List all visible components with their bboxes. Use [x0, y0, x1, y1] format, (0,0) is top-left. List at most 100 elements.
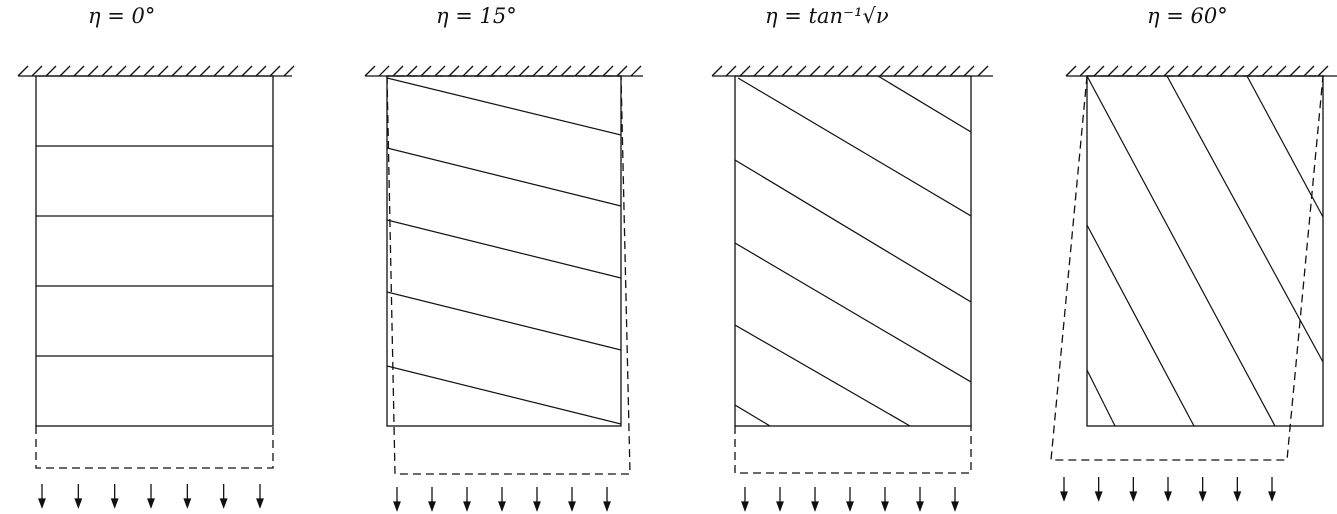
hatch-mark: [796, 66, 806, 76]
hatch-mark: [561, 66, 571, 76]
load-arrow-head: [1061, 492, 1067, 500]
hatch-mark: [463, 66, 473, 76]
hatch-mark: [449, 66, 459, 76]
hatch-mark: [1066, 66, 1076, 76]
fiber-lines-1: [387, 78, 621, 424]
load-arrow-head: [569, 502, 575, 510]
hatch-mark: [838, 66, 848, 76]
fiber-line: [1087, 370, 1115, 426]
load-arrow-head: [812, 502, 818, 510]
hatch-mark: [130, 66, 140, 76]
panel-1: [365, 66, 643, 510]
hatch-mark: [144, 66, 154, 76]
hatch-mark: [754, 66, 764, 76]
hatch-mark: [88, 66, 98, 76]
load-arrow-head: [1269, 492, 1275, 500]
load-arrow-head: [39, 499, 45, 507]
hatch-mark: [1178, 66, 1188, 76]
hatch-mark: [60, 66, 70, 76]
load-arrow-head: [394, 502, 400, 510]
panel-0: [18, 66, 294, 507]
specimen-outline-2: [734, 75, 972, 427]
fiber-line: [735, 160, 971, 302]
fiber-line: [1167, 76, 1323, 362]
hatch-mark: [1304, 66, 1314, 76]
hatch-mark: [1262, 66, 1272, 76]
panel-title-1: η = 15°: [436, 4, 517, 28]
support-hatch-0: [18, 66, 294, 76]
hatch-mark: [908, 66, 918, 76]
hatch-mark: [617, 66, 627, 76]
hatch-mark: [880, 66, 890, 76]
load-arrow-head: [534, 502, 540, 510]
hatch-mark: [1164, 66, 1174, 76]
hatch-mark: [1192, 66, 1202, 76]
deformed-outline-3: [1051, 76, 1323, 460]
panel-3: [1051, 66, 1337, 500]
hatch-mark: [782, 66, 792, 76]
panel-title-2: η = tan⁻¹√ν: [765, 4, 889, 28]
load-arrows-3: [1061, 477, 1275, 500]
specimen-outline-0: [35, 75, 274, 427]
hatch-mark: [228, 66, 238, 76]
panel-2: [712, 66, 993, 510]
hatch-mark: [18, 66, 28, 76]
hatch-mark: [1108, 66, 1118, 76]
hatch-mark: [365, 66, 375, 76]
deformed-outline-1: [387, 76, 630, 474]
hatch-mark: [1122, 66, 1132, 76]
hatch-mark: [1290, 66, 1300, 76]
hatch-mark: [1248, 66, 1258, 76]
hatch-mark: [32, 66, 42, 76]
load-arrow-head: [777, 502, 783, 510]
fiber-line: [1087, 225, 1194, 426]
hatch-mark: [379, 66, 389, 76]
hatch-mark: [1094, 66, 1104, 76]
hatch-mark: [950, 66, 960, 76]
hatch-mark: [214, 66, 224, 76]
hatch-mark: [519, 66, 529, 76]
load-arrow-head: [257, 499, 263, 507]
load-arrow-head: [604, 502, 610, 510]
hatch-mark: [74, 66, 84, 76]
load-arrow-head: [1130, 492, 1136, 500]
hatch-mark: [477, 66, 487, 76]
hatch-mark: [936, 66, 946, 76]
hatch-mark: [393, 66, 403, 76]
load-arrow-head: [221, 499, 227, 507]
hatch-mark: [740, 66, 750, 76]
fiber-line: [387, 148, 621, 206]
hatch-mark: [922, 66, 932, 76]
deformed-outline-2: [735, 426, 971, 473]
hatch-mark: [284, 66, 294, 76]
fiber-line: [878, 76, 971, 132]
fiber-line: [735, 405, 770, 426]
load-arrows-1: [394, 487, 610, 510]
hatch-mark: [589, 66, 599, 76]
hatch-mark: [866, 66, 876, 76]
hatch-mark: [978, 66, 988, 76]
support-hatch-2: [712, 66, 988, 76]
hatch-mark: [1150, 66, 1160, 76]
hatch-mark: [1220, 66, 1230, 76]
hatch-mark: [1080, 66, 1090, 76]
hatch-mark: [547, 66, 557, 76]
load-arrow-head: [499, 502, 505, 510]
load-arrow-head: [742, 502, 748, 510]
hatch-mark: [631, 66, 641, 76]
hatch-mark: [894, 66, 904, 76]
load-arrow-head: [429, 502, 435, 510]
deformed-outline-0: [36, 426, 273, 468]
hatch-mark: [1276, 66, 1286, 76]
hatch-mark: [1206, 66, 1216, 76]
load-arrow-head: [1234, 492, 1240, 500]
load-arrow-head: [882, 502, 888, 510]
fiber-lines-0: [36, 146, 273, 356]
hatch-mark: [726, 66, 736, 76]
fiber-line: [387, 366, 621, 424]
hatch-mark: [575, 66, 585, 76]
load-arrow-head: [847, 502, 853, 510]
hatch-mark: [1234, 66, 1244, 76]
load-arrow-head: [464, 502, 470, 510]
